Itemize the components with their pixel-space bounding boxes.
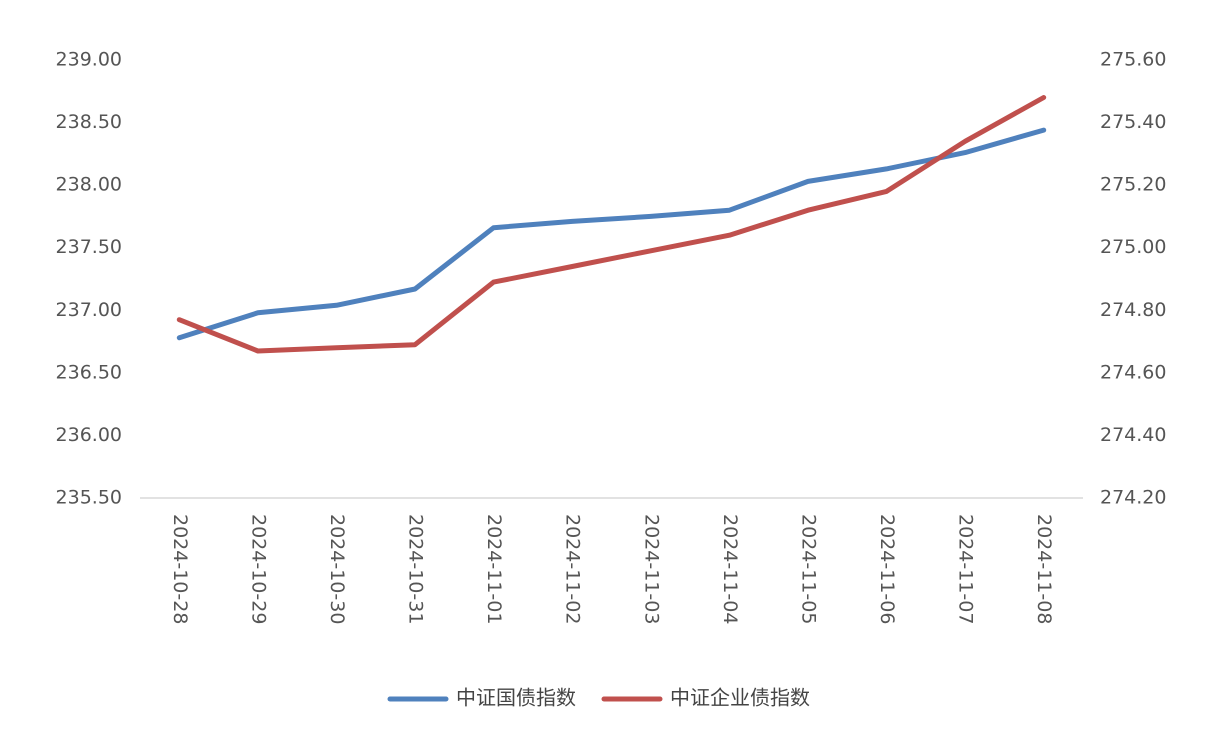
right-axis-tick-label: 275.20 (1100, 174, 1166, 196)
legend-label-2: 中证企业债指数 (670, 686, 810, 710)
series-line-1 (176, 127, 1047, 341)
right-axis-tick-label: 274.40 (1100, 424, 1166, 446)
x-axis-tick-label: 2024-11-08 (1033, 514, 1055, 624)
right-axis-tick-label: 275.00 (1100, 236, 1166, 258)
x-axis-tick-label: 2024-11-03 (640, 514, 662, 624)
right-axis-ticks: 274.20 274.40 274.60 274.80 275.00 275.20 275.… (1100, 49, 1166, 509)
x-axis-tick-label: 2024-10-29 (247, 514, 269, 624)
series-lines (176, 95, 1047, 354)
left-axis-tick-label: 238.50 (56, 111, 122, 133)
x-axis-tick-label: 2024-10-31 (405, 514, 427, 624)
right-axis-tick-label: 274.20 (1100, 487, 1166, 509)
series-line-2 (176, 95, 1047, 354)
left-axis-tick-label: 235.50 (56, 487, 122, 509)
x-axis-tick-label: 2024-10-30 (326, 514, 348, 624)
legend: 中证国债指数 中证企业债指数 (387, 686, 810, 710)
left-axis-tick-label: 238.00 (56, 174, 122, 196)
right-axis-tick-label: 274.80 (1100, 299, 1166, 321)
x-axis-tick-label: 2024-11-04 (719, 514, 741, 624)
legend-label-1: 中证国债指数 (456, 686, 576, 710)
left-axis-tick-label: 236.00 (56, 424, 122, 446)
x-axis-tick-label: 2024-11-07 (955, 514, 977, 624)
left-axis-tick-label: 239.00 (56, 49, 122, 71)
left-axis-ticks: 235.50 236.00 236.50 237.00 237.50 238.00 238.… (56, 49, 122, 509)
right-axis-tick-label: 274.60 (1100, 361, 1166, 383)
x-axis-tick-label: 2024-11-05 (797, 514, 819, 624)
left-axis-tick-label: 237.50 (56, 236, 122, 258)
x-axis-tick-label: 2024-11-02 (562, 514, 584, 624)
left-axis-tick-label: 236.50 (56, 361, 122, 383)
right-axis-tick-label: 275.60 (1100, 49, 1166, 71)
x-axis-tick-label: 2024-10-28 (169, 514, 191, 624)
left-axis-tick-label: 237.00 (56, 299, 122, 321)
right-axis-tick-label: 275.40 (1100, 111, 1166, 133)
x-axis-ticks: 2024-10-28 2024-10-29 2024-10-30 2024-10-31… (169, 514, 1055, 624)
x-axis-tick-label: 2024-11-01 (483, 514, 505, 624)
x-axis-tick-label: 2024-11-06 (876, 514, 898, 624)
